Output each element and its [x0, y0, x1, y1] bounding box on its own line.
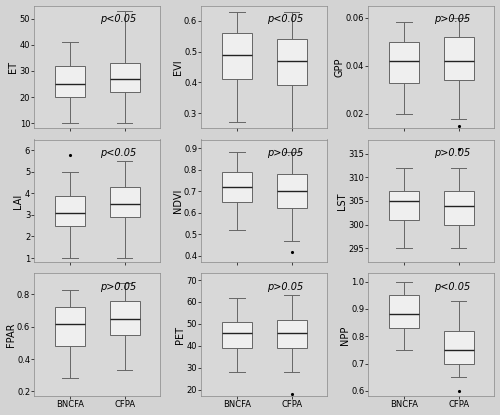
Y-axis label: ET: ET: [8, 61, 18, 73]
Text: p<0.05: p<0.05: [100, 148, 136, 158]
PathPatch shape: [444, 191, 474, 225]
Text: p<0.05: p<0.05: [267, 14, 303, 24]
Text: p>0.05: p>0.05: [100, 282, 136, 292]
Y-axis label: FPAR: FPAR: [6, 322, 16, 347]
Text: p>0.05: p>0.05: [267, 282, 303, 292]
Y-axis label: NDVI: NDVI: [172, 189, 182, 213]
PathPatch shape: [222, 172, 252, 202]
PathPatch shape: [389, 191, 419, 220]
PathPatch shape: [55, 195, 85, 226]
Text: p>0.05: p>0.05: [434, 148, 470, 158]
PathPatch shape: [389, 42, 419, 83]
Y-axis label: LAI: LAI: [14, 193, 24, 209]
PathPatch shape: [222, 33, 252, 79]
Text: p<0.05: p<0.05: [100, 14, 136, 24]
Y-axis label: PET: PET: [175, 326, 185, 344]
PathPatch shape: [55, 308, 85, 346]
Text: p>0.05: p>0.05: [434, 14, 470, 24]
PathPatch shape: [444, 331, 474, 364]
PathPatch shape: [110, 187, 140, 217]
Y-axis label: EVI: EVI: [172, 59, 182, 75]
PathPatch shape: [55, 66, 85, 97]
Y-axis label: LST: LST: [337, 192, 347, 210]
Text: p<0.05: p<0.05: [434, 282, 470, 292]
PathPatch shape: [110, 301, 140, 335]
Y-axis label: NPP: NPP: [340, 325, 349, 344]
PathPatch shape: [389, 295, 419, 328]
PathPatch shape: [276, 39, 307, 85]
PathPatch shape: [444, 37, 474, 80]
PathPatch shape: [110, 63, 140, 92]
Text: p>0.05: p>0.05: [267, 148, 303, 158]
PathPatch shape: [222, 322, 252, 348]
PathPatch shape: [276, 320, 307, 348]
Y-axis label: GPP: GPP: [334, 57, 344, 77]
PathPatch shape: [276, 174, 307, 208]
